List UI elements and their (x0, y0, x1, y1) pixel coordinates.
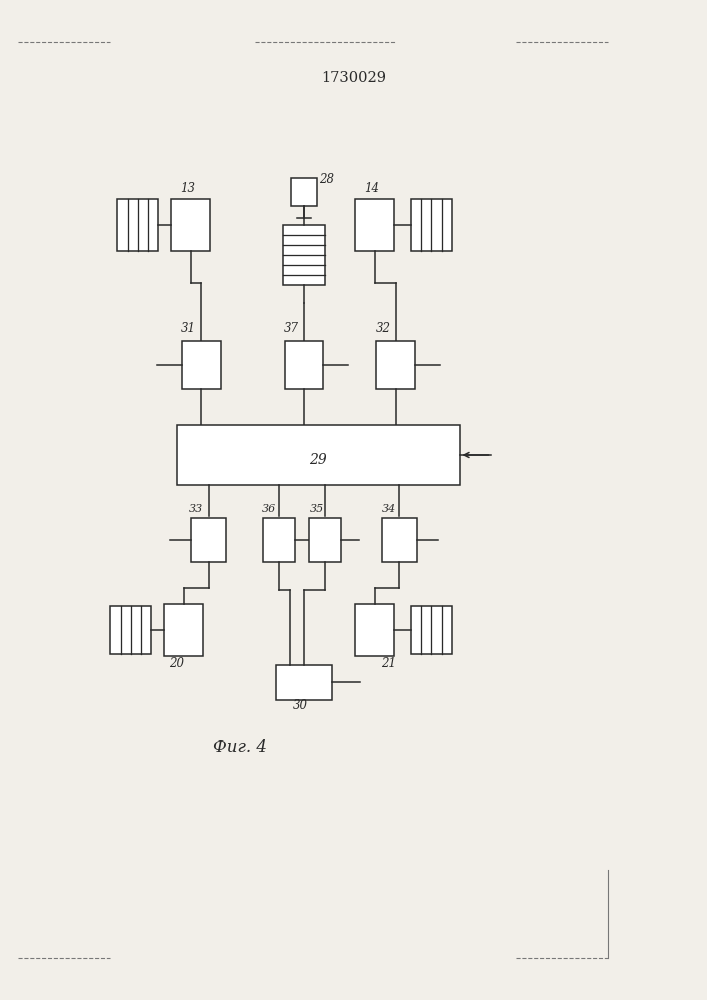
Text: 35: 35 (310, 504, 324, 514)
Bar (264, 518, 296, 562)
Bar (117, 199, 158, 251)
Text: 33: 33 (189, 504, 203, 514)
Bar (356, 604, 395, 656)
Text: 20: 20 (169, 657, 185, 670)
Text: 1730029: 1730029 (321, 71, 386, 85)
Text: 31: 31 (181, 322, 197, 335)
Bar (172, 199, 211, 251)
Bar (164, 604, 204, 656)
Text: 32: 32 (375, 322, 391, 335)
Bar (411, 199, 452, 251)
Bar (191, 518, 226, 562)
Bar (382, 518, 417, 562)
Text: 30: 30 (293, 699, 308, 712)
Bar (411, 606, 452, 654)
Text: 14: 14 (363, 182, 379, 195)
Text: 13: 13 (180, 182, 195, 195)
Bar (310, 518, 341, 562)
Bar (182, 341, 221, 389)
Text: 34: 34 (382, 504, 396, 514)
Text: 21: 21 (381, 657, 397, 670)
Bar (291, 178, 317, 206)
Text: 36: 36 (262, 504, 276, 514)
Text: 28: 28 (319, 173, 334, 186)
Bar (110, 606, 151, 654)
Text: Фиг. 4: Фиг. 4 (214, 740, 267, 756)
Bar (283, 225, 325, 285)
Bar (177, 425, 460, 485)
Bar (284, 341, 324, 389)
Bar (276, 664, 332, 700)
Bar (377, 341, 416, 389)
Text: 29: 29 (309, 453, 327, 467)
Bar (356, 199, 395, 251)
Text: 37: 37 (284, 322, 299, 335)
